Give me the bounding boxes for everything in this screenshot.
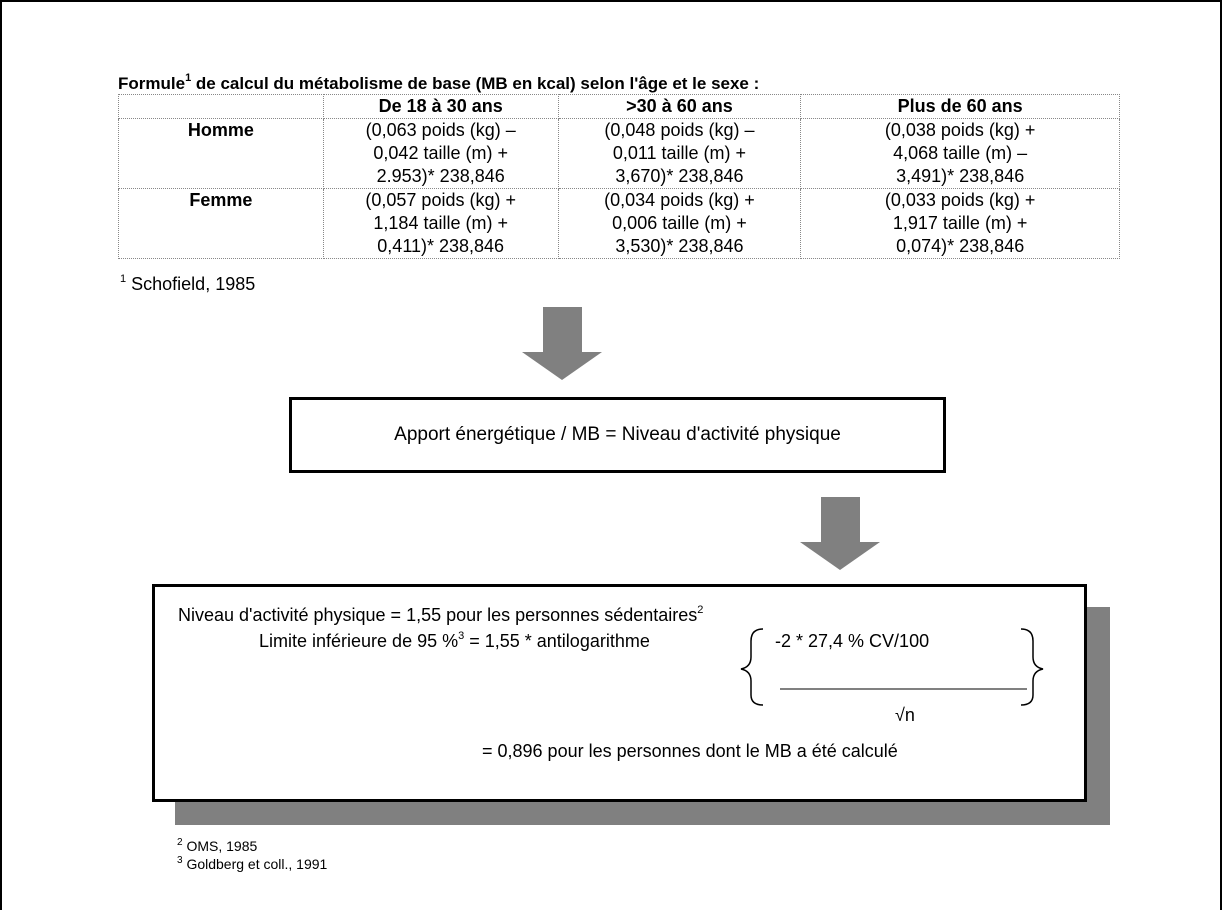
column-header: Plus de 60 ans [800,94,1120,119]
formula-line: 1,917 taille (m) + [892,213,1028,233]
formula-line: 2.953)* 238,846 [376,166,505,186]
footnote: 3 Goldberg et coll., 1991 [177,855,328,873]
footnote-ref: 2 [697,604,704,616]
row-label: Homme [118,118,324,189]
footnote: 2 OMS, 1985 [177,837,258,855]
formula-line: 4,068 taille (m) – [893,143,1028,163]
table-row: Homme (0,063 poids (kg) – 0,042 taille (m)… [118,118,1120,189]
formula-cell: (0,034 poids (kg) + 0,006 taille (m) + 3,5… [557,188,802,259]
footnote-text: Goldberg et coll., 1991 [186,856,328,872]
column-header: De 18 à 30 ans [322,94,559,119]
line: = 0,896 pour les personnes dont le MB a … [482,741,898,761]
row-label: Femme [118,188,324,259]
formula-line: 1,184 taille (m) + [373,213,508,233]
formula-line: 3,491)* 238,846 [896,166,1025,186]
formula-cell: (0,057 poids (kg) + 1,184 taille (m) + 0,4… [322,188,559,259]
footnote-text: Schofield, 1985 [131,274,256,294]
footnote: 1 Schofield, 1985 [120,274,255,295]
formula-line: (0,048 poids (kg) – [604,120,755,140]
formula-line: (0,057 poids (kg) + [365,190,516,210]
formula-cell: (0,038 poids (kg) + 4,068 taille (m) – 3,4… [800,118,1120,189]
formula-table: De 18 à 30 ans >30 à 60 ans Plus de 60 ans… [118,94,1120,259]
numerator: -2 * 27,4 % CV/100 [775,631,930,651]
footnote-mark: 3 [177,855,183,866]
table-row: Femme (0,057 poids (kg) + 1,184 taille (m)… [118,188,1120,259]
formula-line: 0,074)* 238,846 [896,236,1025,256]
footnote-text: OMS, 1985 [186,838,258,854]
arrow [800,497,880,570]
footnote-mark: 1 [120,273,127,285]
formula-cell: (0,048 poids (kg) – 0,011 taille (m) + 3,6… [557,118,802,189]
text: Limite inférieure de 95 % [259,631,459,651]
left-brace [740,628,764,706]
title-text: de calcul du métabolisme de base (MB en … [191,74,760,93]
activity-box: Apport énergétique / MB = Niveau d'activ… [289,397,946,473]
footnote-ref: 3 [458,630,465,642]
formula-cell: (0,063 poids (kg) – 0,042 taille (m) + 2.9… [322,118,559,189]
line: Niveau d'activité physique = 1,55 pour l… [178,605,703,626]
footnote-mark: 2 [177,837,183,848]
formula-line: (0,034 poids (kg) + [604,190,755,210]
formula-line: 3,530)* 238,846 [615,236,744,256]
arrow [522,307,602,380]
right-brace [1020,628,1044,706]
line: Limite inférieure de 95 %3 = 1,55 * anti… [259,631,650,652]
formula-cell: (0,033 poids (kg) + 1,917 taille (m) + 0,0… [800,188,1120,259]
formula-line: (0,033 poids (kg) + [884,190,1036,210]
formula-line: 0,042 taille (m) + [373,143,508,163]
formula-line: 0,011 taille (m) + [612,143,747,163]
formula-line: (0,038 poids (kg) + [884,120,1036,140]
text: = 1,55 * antilogarithme [464,631,650,651]
text: Niveau d'activité physique = 1,55 pour l… [178,605,698,625]
formula-line: 0,411)* 238,846 [377,236,505,256]
formula-line: (0,063 poids (kg) – [365,120,516,140]
footnote-ref: 1 [185,72,192,84]
title-text: Formule [118,74,186,93]
braces [740,628,1044,706]
threshold-box: Niveau d'activité physique = 1,55 pour l… [152,584,1087,802]
formula-line: 0,006 taille (m) + [612,213,747,233]
formula-line: 3,670)* 238,846 [615,166,744,186]
title: Formule1 de calcul du métabolisme de bas… [118,72,760,94]
denominator: √n [895,705,915,725]
